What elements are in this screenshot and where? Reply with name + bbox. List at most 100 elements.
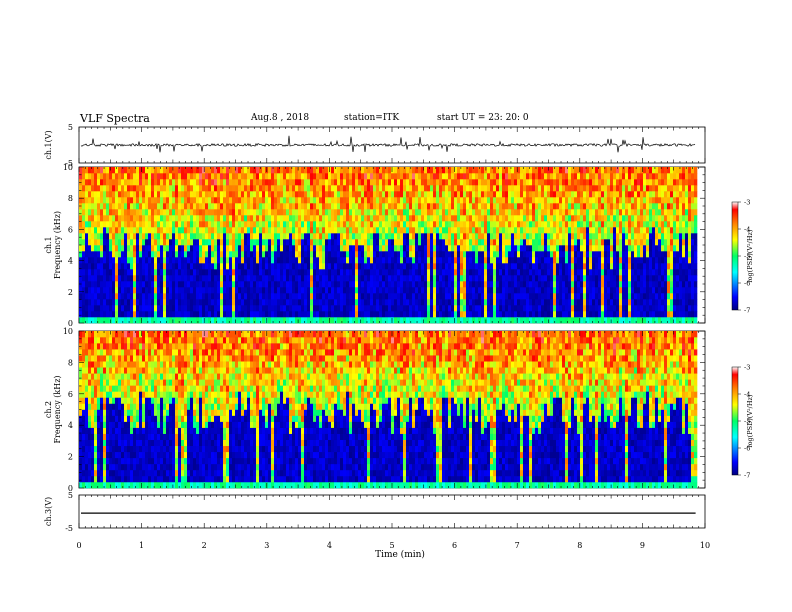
spectrogram-cell <box>628 245 632 252</box>
spectrogram-cell <box>397 173 401 180</box>
spectrogram-cell <box>469 221 473 228</box>
spectrogram-cell <box>556 173 560 180</box>
spectrogram-cell <box>88 215 92 222</box>
spectrogram-cell <box>385 167 389 174</box>
spectrogram-cell <box>439 263 443 270</box>
spectrogram-cell <box>286 239 290 246</box>
spectrogram-cell <box>169 227 173 234</box>
spectrogram-cell <box>436 215 440 222</box>
spectrogram-cell <box>406 257 410 264</box>
spectrogram-cell <box>454 215 458 222</box>
spectrogram-cell <box>88 185 92 192</box>
spectrogram-cell <box>100 287 104 294</box>
spectrogram-cell <box>106 317 110 324</box>
spectrogram-cell <box>337 221 341 228</box>
spectrogram-cell <box>289 287 293 294</box>
spectrogram-cell <box>547 311 551 318</box>
spectrogram-cell <box>622 215 626 222</box>
spectrogram-cell <box>163 305 167 312</box>
spectrogram-cell <box>118 239 122 246</box>
spectrogram-cell <box>367 185 371 192</box>
spectrogram-cell <box>547 197 551 204</box>
spectrogram-cell <box>133 281 137 288</box>
spectrogram-cell <box>517 185 521 192</box>
spectrogram-cell <box>568 287 572 294</box>
spectrogram-cell <box>154 191 158 198</box>
spectrogram-cell <box>628 287 632 294</box>
spectrogram-cell <box>583 215 587 222</box>
spectrogram-cell <box>250 209 254 216</box>
spectrogram-cell <box>376 209 380 216</box>
spectrogram-cell <box>271 167 275 174</box>
spectrogram-cell <box>97 221 101 228</box>
spectrogram-cell <box>106 245 110 252</box>
spectrogram-cell <box>199 179 203 186</box>
spectrogram-cell <box>256 269 260 276</box>
spectrogram-cell <box>112 221 116 228</box>
spectrogram-cell <box>439 221 443 228</box>
spectrogram-cell <box>376 221 380 228</box>
spectrogram-cell <box>604 257 608 264</box>
spectrogram-cell <box>478 293 482 300</box>
spectrogram-cell <box>433 293 437 300</box>
spectrogram-cell <box>601 233 605 240</box>
spectrogram-cell <box>322 203 326 210</box>
spectrogram-cell <box>319 239 323 246</box>
spectrogram-cell <box>487 263 491 270</box>
spectrogram-cell <box>427 209 431 216</box>
spectrogram-cell <box>220 197 224 204</box>
spectrogram-cell <box>85 251 89 258</box>
spectrogram-cell <box>361 233 365 240</box>
spectrogram-cell <box>487 311 491 318</box>
spectrogram-cell <box>376 269 380 276</box>
spectrogram-cell <box>643 191 647 198</box>
spectrogram-cell <box>259 227 263 234</box>
spectrogram-cell <box>373 293 377 300</box>
spectrogram-cell <box>634 275 638 282</box>
spectrogram-cell <box>280 227 284 234</box>
spectrogram-cell <box>436 281 440 288</box>
spectrogram-cell <box>271 275 275 282</box>
spectrogram-cell <box>556 281 560 288</box>
spectrogram-cell <box>109 293 113 300</box>
spectrogram-cell <box>349 317 353 324</box>
spectrogram-cell <box>463 287 467 294</box>
spectrogram-cell <box>517 197 521 204</box>
spectrogram-cell <box>475 281 479 288</box>
spectrogram-cell <box>496 209 500 216</box>
spectrogram-cell <box>523 173 527 180</box>
spectrogram-cell <box>355 293 359 300</box>
spectrogram-cell <box>313 215 317 222</box>
spectrogram-cell <box>451 305 455 312</box>
spectrogram-cell <box>139 275 143 282</box>
spectrogram-cell <box>283 233 287 240</box>
spectrogram-cell <box>472 299 476 306</box>
spectrogram-cell <box>421 203 425 210</box>
spectrogram-cell <box>334 269 338 276</box>
spectrogram-cell <box>481 191 485 198</box>
spectrogram-cell <box>331 209 335 216</box>
spectrogram-cell <box>385 191 389 198</box>
spectrogram-cell <box>652 269 656 276</box>
spectrogram-cell <box>235 245 239 252</box>
spectrogram-cell <box>616 197 620 204</box>
spectrogram-cell <box>145 251 149 258</box>
spectrogram-cell <box>172 209 176 216</box>
spectrogram-cell <box>535 215 539 222</box>
spectrogram-cell <box>208 191 212 198</box>
spectrogram-cell <box>208 245 212 252</box>
spectrogram-cell <box>409 167 413 174</box>
spectrogram-cell <box>268 239 272 246</box>
spectrogram-cell <box>430 209 434 216</box>
spectrogram-cell <box>412 197 416 204</box>
spectrogram-cell <box>466 269 470 276</box>
spectrogram-cell <box>487 215 491 222</box>
spectrogram-cell <box>424 305 428 312</box>
spectrogram-cell <box>307 257 311 264</box>
spectrogram-cell <box>454 209 458 216</box>
spectrogram-cell <box>358 167 362 174</box>
spectrogram-cell <box>388 263 392 270</box>
spectrogram-cell <box>586 293 590 300</box>
spectrogram-cell <box>127 233 131 240</box>
spectrogram-cell <box>340 287 344 294</box>
